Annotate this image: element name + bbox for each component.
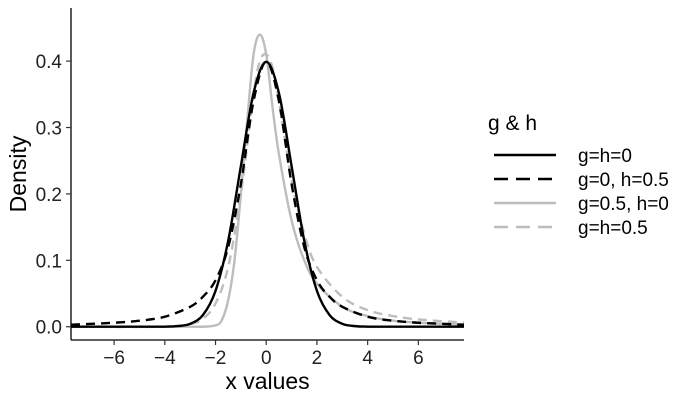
y-axis-title: Density — [5, 135, 31, 212]
legend-title: g & h — [488, 112, 537, 135]
legend-label-2: g=0, h=0.5 — [578, 170, 669, 191]
x-tick-label: 2 — [312, 348, 323, 369]
x-tick-label: −2 — [205, 348, 227, 369]
x-tick-label: −4 — [154, 348, 176, 369]
legend-label-1: g=h=0 — [578, 146, 632, 167]
y-tick-label: 0.1 — [36, 251, 62, 272]
legend-label-3: g=0.5, h=0 — [578, 194, 669, 215]
series-line-3 — [71, 33, 464, 329]
legend: g & h g=h=0 g=0, h=0.5 g=0.5, h=0 g=h=0.5 — [488, 112, 669, 239]
x-tick-label: 6 — [413, 348, 424, 369]
series-line-1 — [71, 60, 464, 328]
plot-area — [71, 33, 464, 329]
series-line-4 — [71, 52, 464, 329]
series-line-2 — [71, 60, 464, 326]
legend-label-4: g=h=0.5 — [578, 218, 648, 239]
x-tick-label: 4 — [362, 348, 373, 369]
y-tick-label: 0.2 — [36, 185, 62, 206]
x-axis-title: x values — [225, 368, 309, 394]
axes — [70, 8, 464, 341]
y-tick-label: 0.0 — [36, 318, 62, 339]
y-tick-label: 0.4 — [36, 52, 63, 73]
y-axis-ticks: 0.0 0.1 0.2 0.3 0.4 — [36, 52, 71, 339]
x-tick-label: 0 — [261, 348, 272, 369]
y-tick-label: 0.3 — [36, 119, 62, 140]
x-tick-label: −6 — [103, 348, 125, 369]
x-axis-ticks: −6 −4 −2 0 2 4 6 — [103, 340, 424, 369]
